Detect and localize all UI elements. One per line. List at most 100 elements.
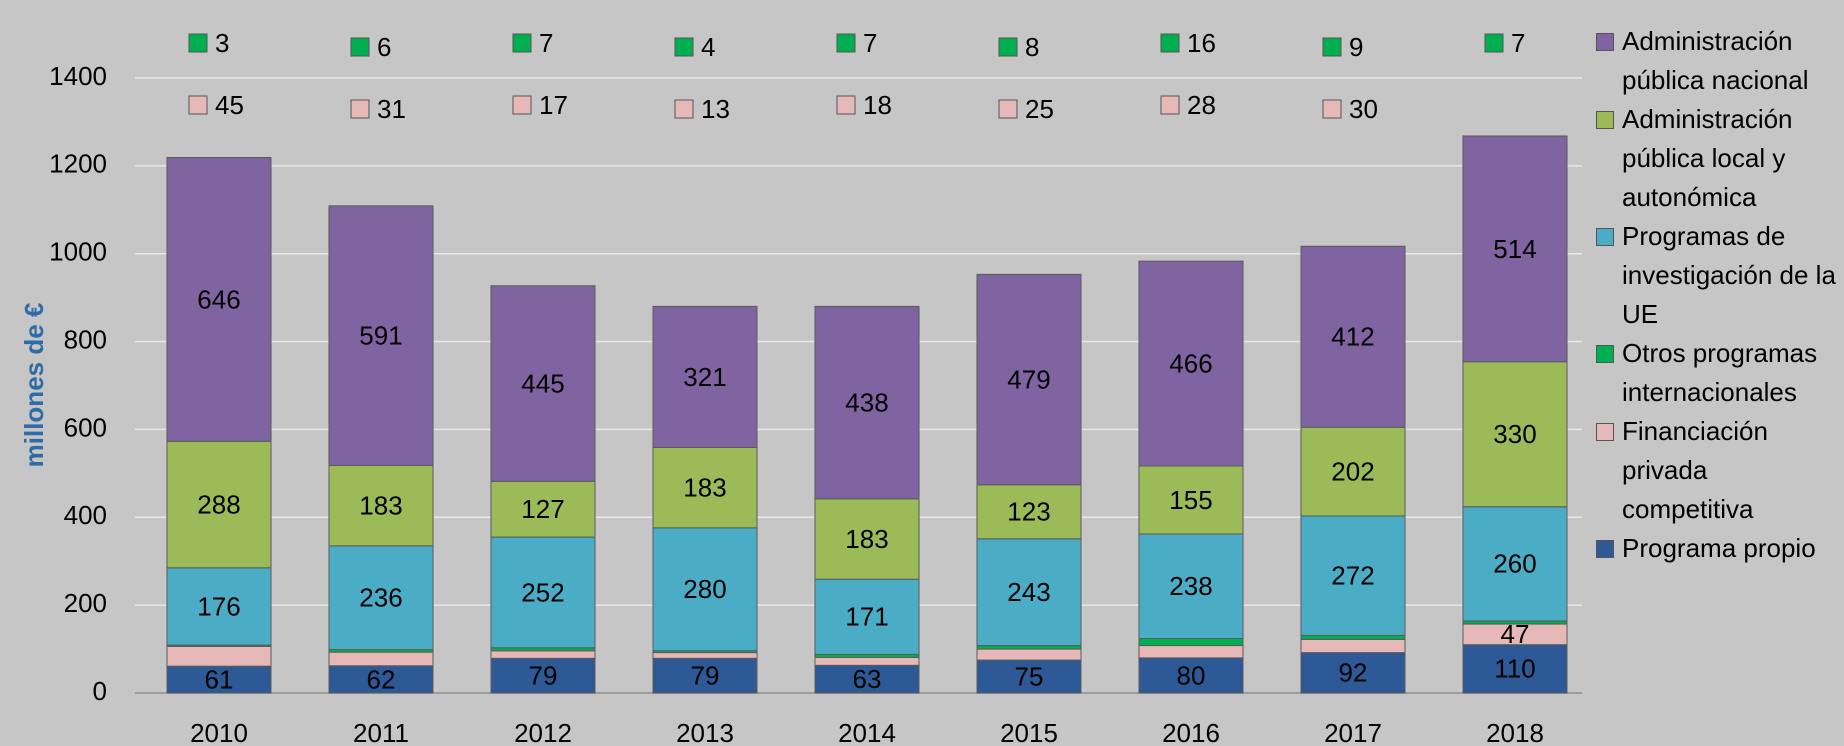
label-marker: [512, 95, 532, 115]
x-tick-label: 2018: [1486, 718, 1544, 746]
x-tick-label: 2016: [1162, 718, 1220, 746]
value-label: 92: [1339, 658, 1368, 688]
label-marker: [674, 37, 694, 57]
value-label: 4: [701, 32, 715, 62]
value-label: 127: [521, 494, 564, 524]
label-marker: [512, 33, 532, 53]
legend-item: Administración pública local y autonómic…: [1596, 100, 1836, 217]
bar-segment: [976, 648, 1082, 661]
legend-item: Administración pública nacional: [1596, 22, 1836, 100]
bar-segment: [328, 651, 434, 667]
y-tick-label: 800: [64, 324, 107, 354]
value-label: 28: [1187, 90, 1216, 120]
label-marker: [1160, 33, 1180, 53]
value-label: 7: [539, 28, 553, 58]
value-label: 75: [1015, 661, 1044, 691]
value-label: 272: [1331, 561, 1374, 591]
bar-segment: [814, 498, 920, 580]
bar-segment: [1138, 645, 1244, 659]
legend-item: Programas de investigación de la UE: [1596, 217, 1836, 334]
bar-segment: [976, 538, 1082, 647]
label-marker: [998, 37, 1018, 57]
legend: Administración pública nacional Administr…: [1596, 22, 1836, 568]
value-label: 8: [1025, 32, 1039, 62]
x-tick-label: 2013: [676, 718, 734, 746]
value-label: 183: [359, 491, 402, 521]
legend-label: Otros programas internacionales: [1622, 338, 1818, 407]
value-label: 238: [1169, 571, 1212, 601]
bar-segment: [1462, 506, 1568, 622]
value-label: 9: [1349, 32, 1363, 62]
value-label: 330: [1493, 419, 1536, 449]
value-label: 321: [683, 362, 726, 392]
y-tick-label: 200: [64, 588, 107, 618]
value-label: 16: [1187, 28, 1216, 58]
y-tick-label: 400: [64, 500, 107, 530]
value-label: 288: [197, 489, 240, 519]
label-marker: [998, 99, 1018, 119]
value-label: 62: [367, 664, 396, 694]
bar-segment: [976, 645, 1082, 650]
y-tick-label: 1200: [49, 149, 107, 179]
value-label: 80: [1177, 660, 1206, 690]
bar-segment: [1462, 361, 1568, 508]
legend-label: Administración pública nacional: [1622, 26, 1809, 95]
legend-label: Administración pública local y autonómic…: [1622, 104, 1793, 212]
value-label: 17: [539, 90, 568, 120]
value-label: 176: [197, 591, 240, 621]
value-label: 252: [521, 577, 564, 607]
value-label: 25: [1025, 94, 1054, 124]
value-label: 3: [215, 28, 229, 58]
x-tick-label: 2014: [838, 718, 896, 746]
bar-segment: [166, 157, 272, 442]
bar-segment: [1138, 638, 1244, 647]
value-label: 155: [1169, 485, 1212, 515]
value-label: 591: [359, 321, 402, 351]
label-marker: [350, 99, 370, 119]
bar-segment: [328, 464, 434, 547]
label-marker: [1160, 95, 1180, 115]
label-marker: [1322, 99, 1342, 119]
bar-segment: [166, 645, 272, 667]
y-axis-label: millones de €: [19, 303, 49, 468]
bar-segment: [1300, 245, 1406, 428]
value-label: 280: [683, 574, 726, 604]
bar-segment: [1300, 515, 1406, 636]
label-marker: [1484, 33, 1504, 53]
value-label: 236: [359, 583, 402, 613]
legend-swatch: [1596, 423, 1614, 441]
legend-swatch: [1596, 111, 1614, 129]
y-tick-label: 0: [93, 676, 107, 706]
bar-segment: [976, 273, 1082, 486]
bar-segment: [976, 484, 1082, 540]
value-label: 61: [205, 664, 234, 694]
bar-segment: [652, 657, 758, 694]
legend-swatch: [1596, 228, 1614, 246]
value-label: 412: [1331, 322, 1374, 352]
legend-swatch: [1596, 540, 1614, 558]
x-tick-label: 2015: [1000, 718, 1058, 746]
bar-segment: [490, 650, 596, 659]
bar-segment: [490, 536, 596, 649]
bar-segment: [1300, 426, 1406, 517]
legend-item: Programa propio: [1596, 529, 1836, 568]
bar-segment: [814, 656, 920, 666]
value-label: 7: [1511, 28, 1525, 58]
value-label: 63: [853, 664, 882, 694]
x-tick-label: 2017: [1324, 718, 1382, 746]
bar-segment: [166, 440, 272, 569]
bar-segment: [328, 205, 434, 466]
bar-segment: [652, 305, 758, 448]
x-tick-label: 2010: [190, 718, 248, 746]
y-tick-label: 600: [64, 412, 107, 442]
legend-label: Programas de investigación de la UE: [1622, 221, 1836, 329]
value-label: 6: [377, 32, 391, 62]
bar-segment: [652, 446, 758, 529]
bar-segment: [652, 527, 758, 652]
bar-segment: [1462, 135, 1568, 363]
value-label: 7: [863, 28, 877, 58]
value-label: 445: [521, 368, 564, 398]
value-label: 646: [197, 284, 240, 314]
value-label: 123: [1007, 497, 1050, 527]
